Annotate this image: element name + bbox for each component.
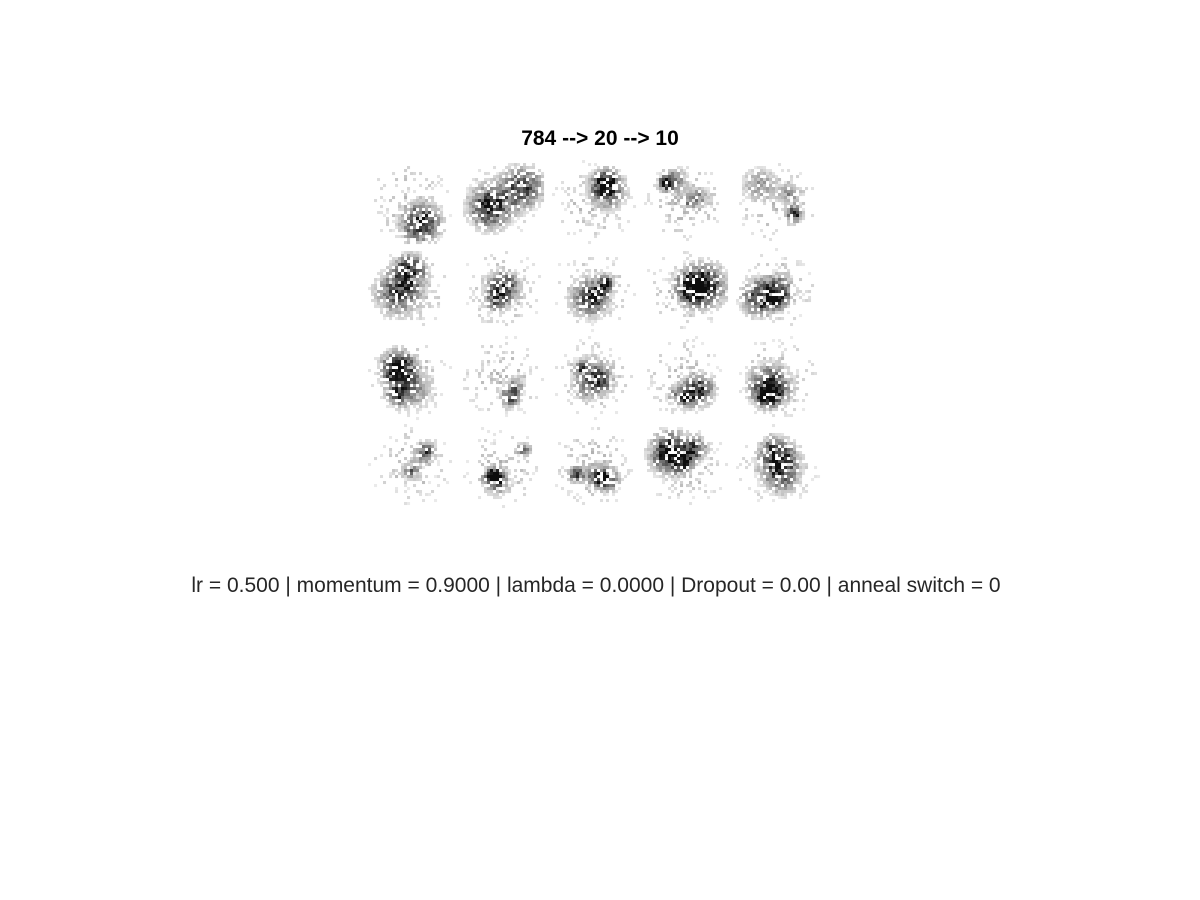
hidden-unit-weight-image [644, 427, 729, 506]
hidden-unit-weight-image [463, 336, 545, 418]
hidden-unit-weight-image [374, 166, 453, 245]
hidden-unit-weight-image [647, 336, 723, 415]
hidden-unit-weight-image [739, 163, 815, 242]
hidden-unit-weight-image [647, 251, 729, 330]
hidden-unit-weight-image [463, 163, 545, 236]
hidden-unit-weight-image [739, 336, 818, 418]
hidden-unit-weight-image [368, 345, 453, 421]
hidden-unit-weight-image [555, 427, 634, 506]
hidden-unit-weight-image [552, 160, 637, 245]
hidden-unit-weight-image [736, 248, 815, 327]
figure-title: 784 --> 20 --> 10 [521, 127, 679, 150]
hidden-unit-weight-image [466, 251, 542, 327]
hidden-unit-weight-image [736, 424, 821, 503]
hyperparameter-caption: lr = 0.500 | momentum = 0.9000 | lambda … [191, 574, 1001, 597]
hidden-unit-weight-image [368, 251, 447, 327]
weight-visualization-grid [368, 160, 821, 509]
hidden-unit-weight-image [644, 166, 720, 242]
hidden-unit-weight-image [555, 257, 637, 333]
hidden-unit-weight-image [463, 427, 539, 509]
hidden-unit-weight-image [555, 336, 634, 421]
hidden-unit-weight-image [368, 424, 453, 506]
